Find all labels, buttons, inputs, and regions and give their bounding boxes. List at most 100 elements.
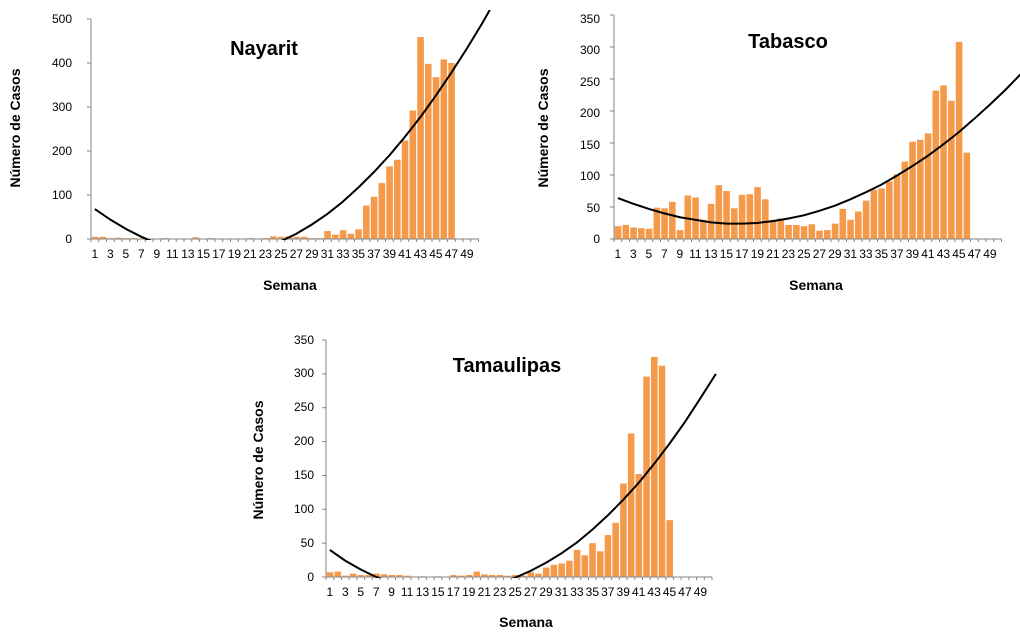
y-tick-labels: 0 100 200 300 400 500 xyxy=(52,12,72,246)
bar xyxy=(666,520,674,577)
bar xyxy=(347,233,355,239)
chart-title: Tamaulipas xyxy=(453,355,562,377)
x-tick-label: 3 xyxy=(630,247,637,261)
bar xyxy=(800,226,808,239)
x-tick-label: 29 xyxy=(539,585,553,599)
bar xyxy=(401,140,409,239)
x-tick-labels: 1 3 5 7 9 11 13 15 17 19 21 23 25 27 29 31 33 35 37 39 41 43 4… xyxy=(92,247,474,261)
bar xyxy=(326,572,334,577)
bar xyxy=(604,535,612,577)
x-tick-label: 23 xyxy=(259,247,273,261)
x-tick-label: 25 xyxy=(797,247,811,261)
y-tick-label: 500 xyxy=(52,12,72,26)
x-tick-label: 29 xyxy=(828,247,842,261)
y-tick-label: 300 xyxy=(580,43,600,57)
bar xyxy=(909,141,916,239)
bar xyxy=(948,100,955,239)
bar xyxy=(409,110,417,240)
bar xyxy=(373,573,380,577)
trend-line xyxy=(94,10,491,240)
bar xyxy=(558,563,565,577)
bar xyxy=(388,574,396,577)
bar xyxy=(481,574,488,577)
bar xyxy=(365,574,372,577)
x-tick-label: 7 xyxy=(373,585,380,599)
bar xyxy=(653,207,661,239)
bar xyxy=(669,201,676,239)
bar xyxy=(754,187,761,239)
bar xyxy=(519,575,527,577)
bar xyxy=(620,483,627,577)
trend-line xyxy=(329,373,717,578)
bar xyxy=(378,183,386,239)
x-tick-label: 25 xyxy=(508,585,522,599)
x-axis-title: Semana xyxy=(789,277,843,293)
bar xyxy=(886,181,893,239)
x-tick-label: 45 xyxy=(663,585,677,599)
bar xyxy=(270,236,277,239)
bar xyxy=(403,575,411,577)
bar xyxy=(862,200,870,239)
bar xyxy=(738,194,746,239)
y-tick-label: 350 xyxy=(580,12,600,26)
x-tick-label: 13 xyxy=(181,247,195,261)
x-tick-label: 23 xyxy=(493,585,507,599)
y-tick-label: 50 xyxy=(301,536,315,550)
x-tick-label: 39 xyxy=(906,247,920,261)
bar xyxy=(448,63,455,239)
x-tick-label: 21 xyxy=(478,585,492,599)
chart-panel-nayarit: Número de Casos Semana Nayarit 0 100 200… xyxy=(7,10,491,293)
bar xyxy=(723,191,730,239)
y-tick-label: 50 xyxy=(587,201,601,215)
y-tick-label: 150 xyxy=(580,138,600,152)
bar xyxy=(339,230,347,239)
x-tick-label: 43 xyxy=(937,247,951,261)
x-tick-label: 19 xyxy=(228,247,242,261)
x-tick-label: 43 xyxy=(647,585,661,599)
x-tick-label: 35 xyxy=(352,247,366,261)
x-tick-label: 3 xyxy=(342,585,349,599)
bar xyxy=(785,224,792,239)
x-tick-label: 27 xyxy=(813,247,827,261)
bar xyxy=(504,575,511,577)
bar xyxy=(425,63,432,239)
bar xyxy=(363,205,370,239)
bar xyxy=(692,197,699,239)
bar xyxy=(816,230,823,239)
x-axis-title: Semana xyxy=(499,614,553,630)
bar xyxy=(277,236,285,239)
y-tick-label: 100 xyxy=(294,502,314,516)
bars xyxy=(326,356,674,577)
bar xyxy=(542,567,550,577)
x-tick-label: 49 xyxy=(460,247,474,261)
bar xyxy=(465,574,473,577)
x-tick-label: 33 xyxy=(336,247,350,261)
x-tick-label: 31 xyxy=(555,585,569,599)
x-tick-label: 23 xyxy=(782,247,796,261)
x-tick-label: 33 xyxy=(570,585,584,599)
bar xyxy=(334,571,342,577)
x-tick-label: 15 xyxy=(197,247,211,261)
bar xyxy=(901,161,909,239)
bar xyxy=(512,574,519,577)
bar xyxy=(324,231,331,239)
bar xyxy=(808,224,816,239)
axes xyxy=(610,14,1002,242)
x-tick-label: 15 xyxy=(720,247,734,261)
x-tick-labels: 1 3 5 7 9 11 13 15 17 19 21 23 25 27 29 31 33 35 37 39 41 43 4… xyxy=(615,247,997,261)
bar xyxy=(622,224,630,239)
x-tick-label: 5 xyxy=(646,247,653,261)
x-tick-label: 21 xyxy=(766,247,780,261)
bar xyxy=(192,237,200,239)
trendline xyxy=(617,73,1020,225)
y-tick-labels: 0 50 100 150 200 250 300 350 xyxy=(580,12,600,246)
x-tick-label: 1 xyxy=(327,585,334,599)
bar xyxy=(589,543,596,577)
x-tick-label: 27 xyxy=(290,247,304,261)
y-axis-title: Número de Casos xyxy=(250,400,266,519)
x-tick-label: 5 xyxy=(123,247,130,261)
bar xyxy=(700,219,707,239)
x-tick-label: 17 xyxy=(447,585,461,599)
bar xyxy=(380,574,388,577)
bar xyxy=(661,208,668,239)
